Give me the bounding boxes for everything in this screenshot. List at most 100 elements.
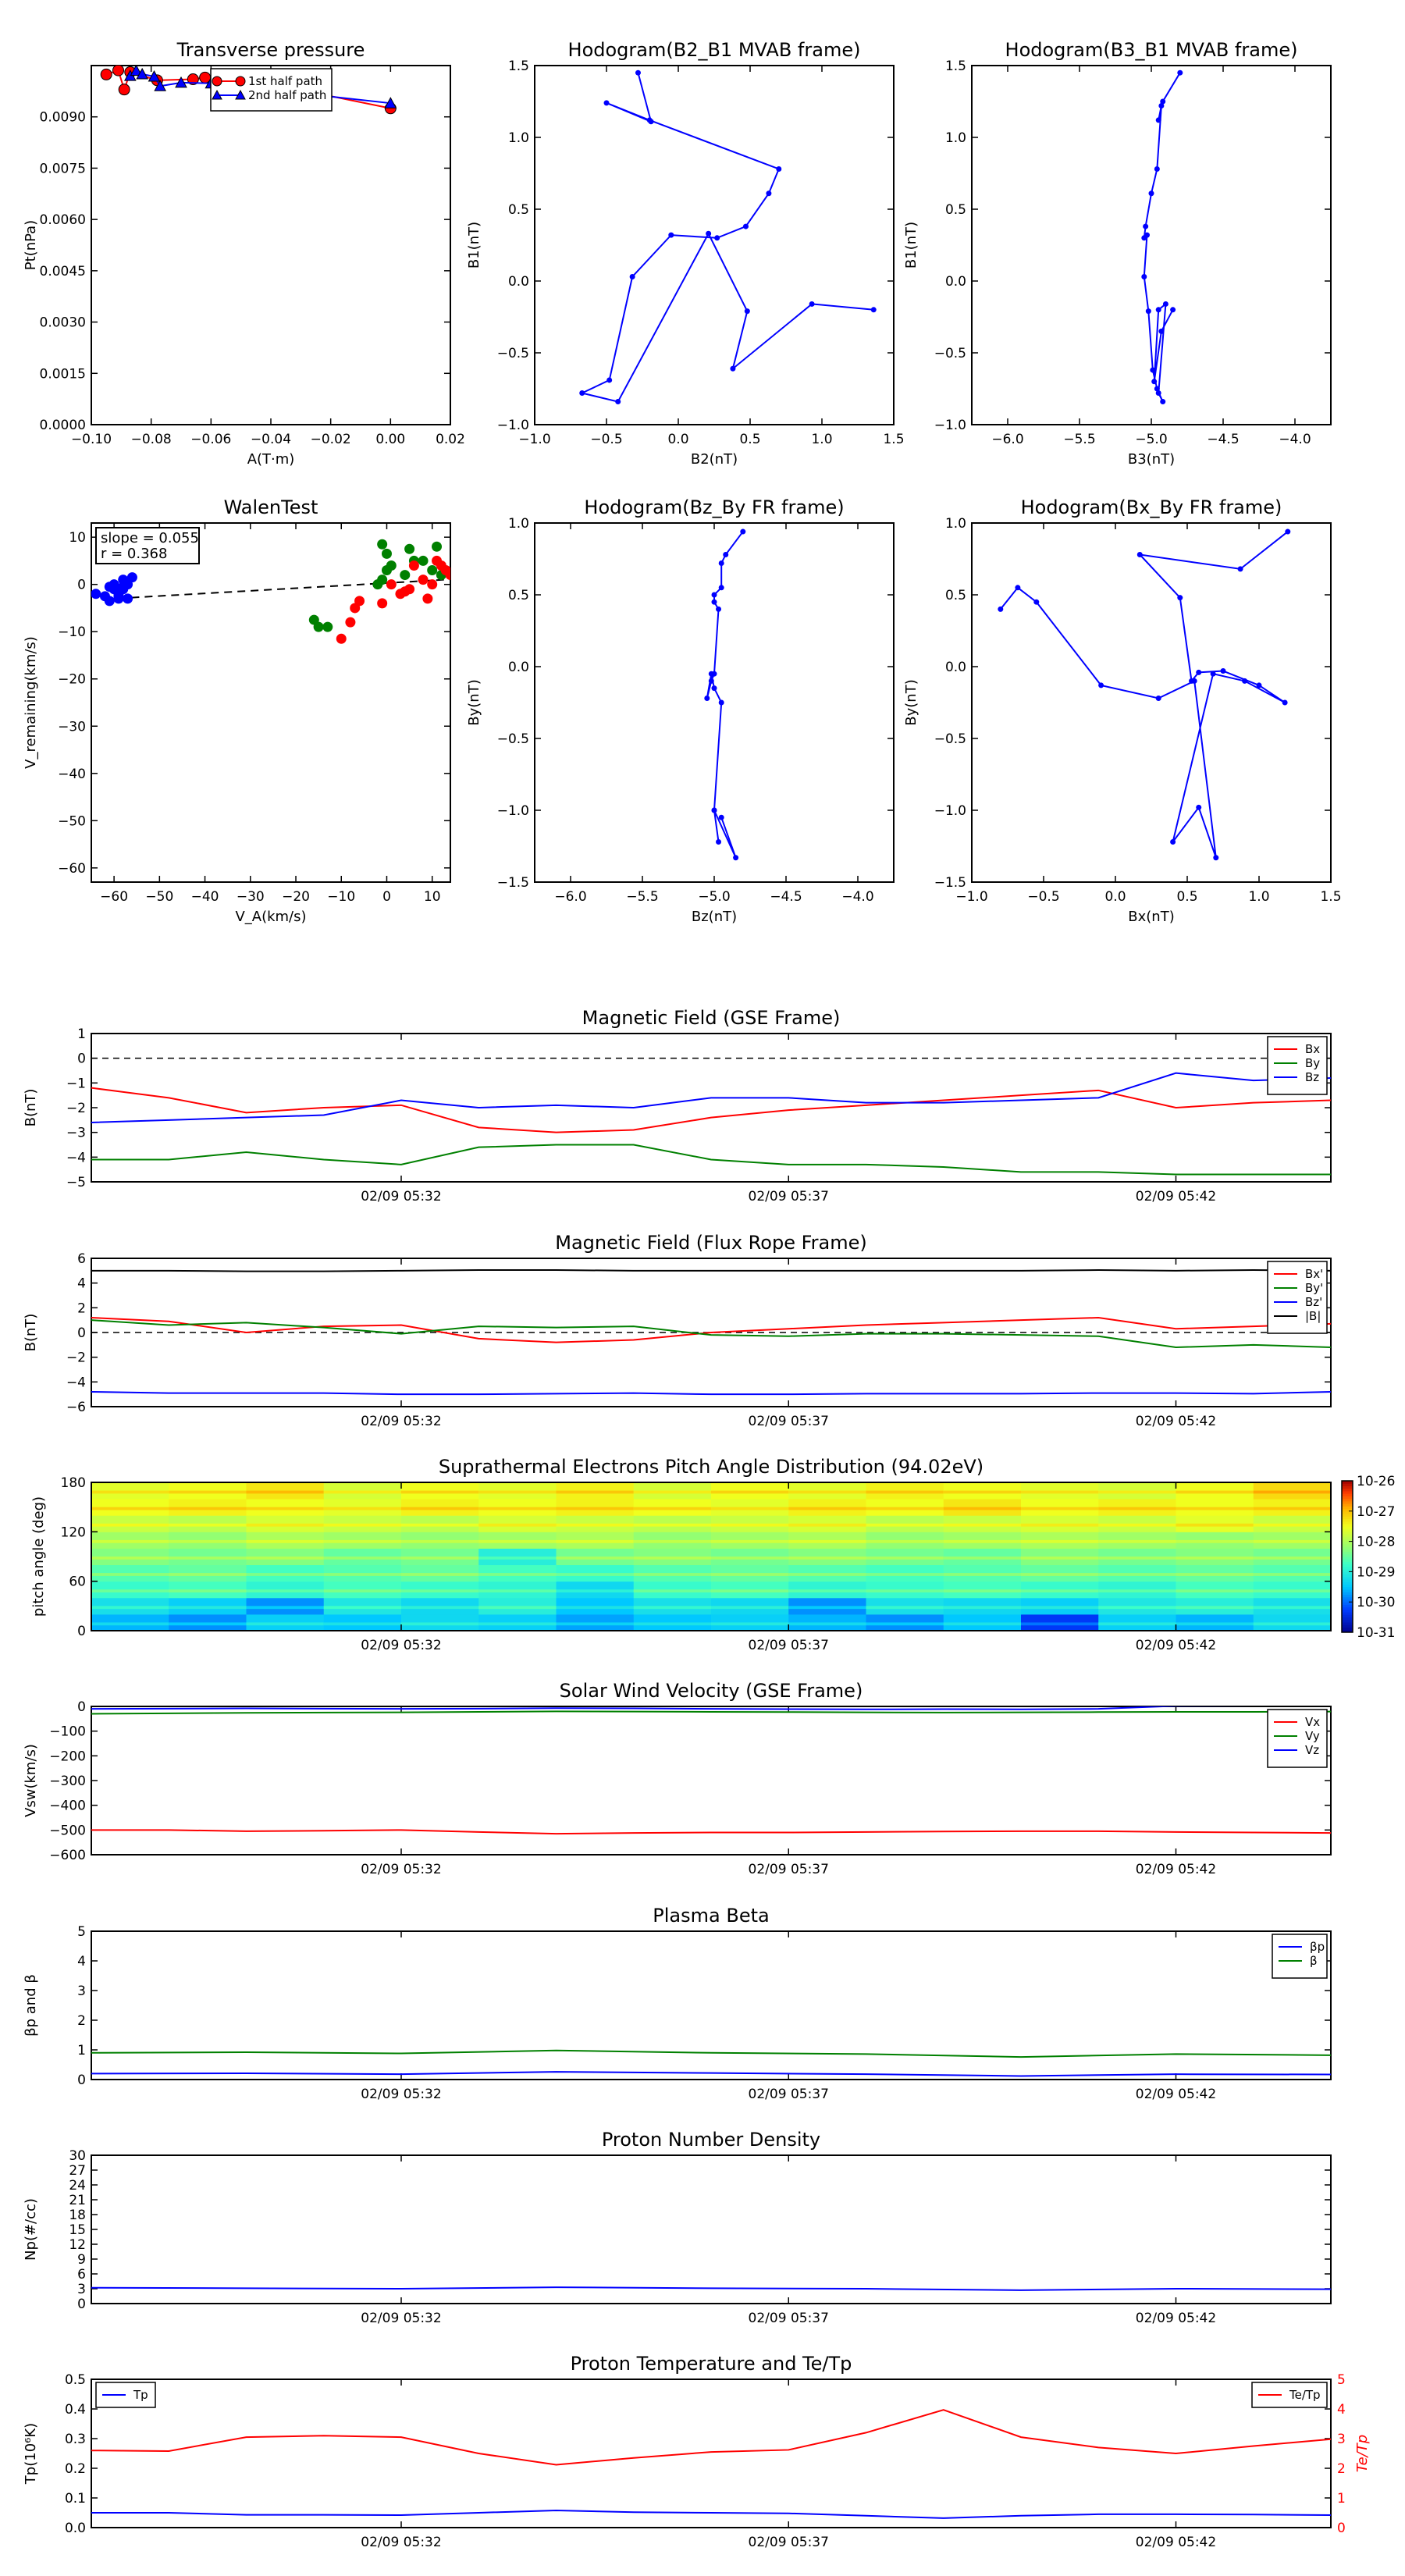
heatmap-subcell xyxy=(866,1539,944,1543)
colorbar-step xyxy=(1342,1614,1353,1618)
colorbar-tick-label: 10-27 xyxy=(1357,1504,1395,1520)
heatmap-subcell xyxy=(943,1589,1022,1593)
chart-title: Proton Number Density xyxy=(602,2129,820,2151)
colorbar-step xyxy=(1342,1627,1353,1631)
y-tick-label: −10 xyxy=(58,624,86,640)
colorbar-step xyxy=(1342,1599,1353,1603)
x-tick-label: −4.5 xyxy=(1207,432,1239,447)
y-tick-label: −4 xyxy=(66,1375,86,1390)
heatmap-subcell xyxy=(1098,1589,1176,1593)
heatmap-subcell xyxy=(1176,1589,1254,1593)
data-point xyxy=(998,606,1004,612)
heatmap-subcell xyxy=(943,1606,1022,1610)
data-point xyxy=(711,685,717,692)
data-point xyxy=(1155,390,1161,397)
y-tick-label: −400 xyxy=(49,1799,86,1814)
heatmap-subcell xyxy=(866,1622,944,1626)
data-point xyxy=(427,579,438,590)
x-tick-label: 02/09 05:37 xyxy=(749,2311,829,2326)
colorbar-step xyxy=(1342,1523,1353,1527)
x-tick-label: 0.0 xyxy=(667,432,688,447)
colorbar-step xyxy=(1342,1553,1353,1557)
y2-axis-label: Te/Tp xyxy=(1354,2435,1371,2472)
legend-label: β xyxy=(1310,1954,1318,1968)
y-tick-label: 0.5 xyxy=(508,202,529,218)
heatmap-subcell xyxy=(246,1573,325,1576)
y-tick-label: 1.0 xyxy=(508,130,529,146)
colorbar-step xyxy=(1342,1624,1353,1628)
heatmap-subcell xyxy=(1253,1573,1332,1576)
x-tick-label: 02/09 05:42 xyxy=(1136,1638,1216,1653)
heatmap-subcell xyxy=(401,1573,479,1576)
heatmap-subcell xyxy=(1253,1589,1332,1593)
heatmap-subcell xyxy=(788,1606,866,1610)
heatmap-subcell xyxy=(788,1557,866,1560)
x-tick-label: 02/09 05:37 xyxy=(749,1414,829,1429)
chart-title: Hodogram(B3_B1 MVAB frame) xyxy=(1005,39,1298,61)
y-tick-label: 0.0 xyxy=(508,660,529,675)
data-point xyxy=(706,230,712,237)
x-tick-label: 02/09 05:42 xyxy=(1136,1414,1216,1429)
data-point xyxy=(646,117,653,123)
colorbar-step xyxy=(1342,1500,1353,1504)
heatmap-subcell xyxy=(556,1490,635,1494)
legend-label: By xyxy=(1305,1056,1320,1070)
heatmap-subcell xyxy=(1176,1490,1254,1494)
data-point xyxy=(408,560,419,571)
data-point xyxy=(708,671,714,677)
data-point xyxy=(404,584,415,595)
colorbar-step xyxy=(1342,1576,1353,1580)
y-tick-label: −0.5 xyxy=(497,346,529,361)
data-point xyxy=(1154,386,1160,392)
plot-area xyxy=(91,1269,1331,1396)
x-tick-label: −6.0 xyxy=(991,432,1023,447)
x-axis-label: Bz(nT) xyxy=(692,909,737,925)
x-tick-label: −5.0 xyxy=(698,889,730,905)
series-line xyxy=(91,2049,1331,2058)
heatmap-subcell xyxy=(556,1622,635,1626)
y-tick-label: 6 xyxy=(77,1251,86,1267)
y-tick-label: −600 xyxy=(49,1848,86,1863)
y-tick-label: 2 xyxy=(77,2013,86,2029)
data-point xyxy=(130,66,143,76)
y-tick-label: 0.2 xyxy=(65,2461,86,2477)
y-axis-label: V_remaining(km/s) xyxy=(23,636,39,769)
y-axis-label: Tp(10⁶K) xyxy=(23,2423,39,2485)
x-tick-label: 02/09 05:37 xyxy=(749,1862,829,1877)
y-tick-label: 120 xyxy=(61,1525,86,1540)
legend-label: 2nd half path xyxy=(248,88,326,102)
colorbar-step xyxy=(1342,1481,1353,1484)
series-line xyxy=(91,2409,1331,2466)
data-point xyxy=(711,807,717,813)
colorbar-tick-label: 10-31 xyxy=(1357,1625,1395,1641)
heatmap-subcell xyxy=(866,1573,944,1576)
heatmap-subcell xyxy=(401,1606,479,1610)
y-tick-label: −1.5 xyxy=(497,875,529,891)
colorbar-step xyxy=(1342,1516,1353,1519)
y-tick-label: 60 xyxy=(69,1574,86,1590)
colorbar-step xyxy=(1342,1485,1353,1489)
x-tick-label: 0.5 xyxy=(1176,889,1197,905)
x-tick-label: 02/09 05:42 xyxy=(1136,1862,1216,1877)
y-tick-label: 0.0 xyxy=(945,660,966,675)
colorbar-step xyxy=(1342,1488,1353,1492)
colorbar-step xyxy=(1342,1496,1353,1500)
x-tick-label: −20 xyxy=(282,889,310,905)
y-tick-label: 2 xyxy=(77,1300,86,1316)
x-tick-label: 1.5 xyxy=(883,432,904,447)
y-tick-label: 0 xyxy=(77,1624,86,1639)
data-point xyxy=(1141,273,1147,279)
panel-b_gse: −5 −4 −3 −2 −1 0 1 02/09 05:32 02/09 05:37 02/09 … xyxy=(23,1007,1332,1204)
x-tick-label: 02/09 05:32 xyxy=(361,1862,441,1877)
heatmap-subcell xyxy=(1098,1557,1176,1560)
data-point xyxy=(730,365,736,372)
heatmap-subcell xyxy=(478,1523,557,1527)
y-tick-label: 0.0075 xyxy=(40,161,86,176)
heatmap-subcell xyxy=(788,1507,866,1510)
colorbar-step xyxy=(1342,1619,1353,1623)
y-tick-label: −40 xyxy=(58,767,86,782)
heatmap-subcell xyxy=(246,1589,325,1593)
y-tick-label: 1.5 xyxy=(508,59,529,74)
heatmap-subcell xyxy=(556,1523,635,1527)
heatmap-subcell xyxy=(788,1523,866,1527)
